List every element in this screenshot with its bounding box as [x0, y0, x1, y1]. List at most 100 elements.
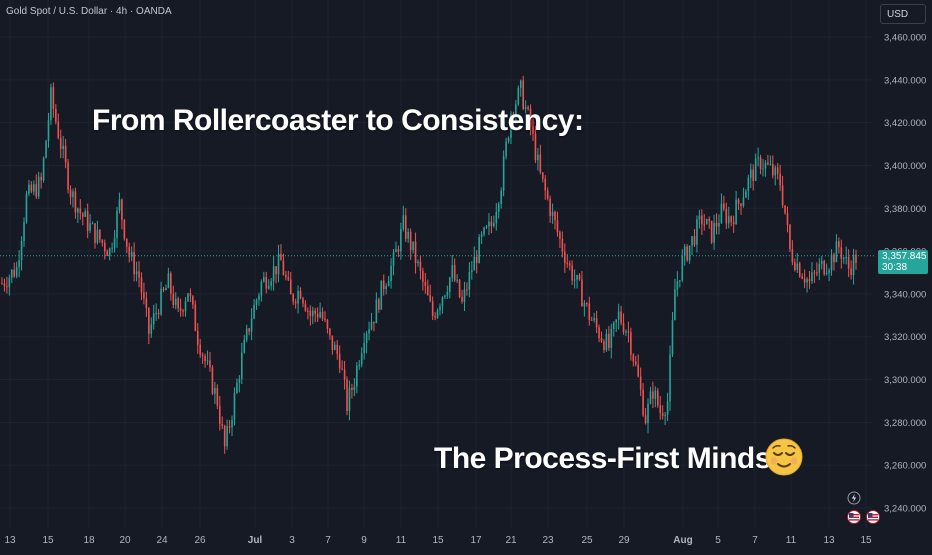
candle — [358, 359, 361, 370]
candle — [214, 381, 216, 405]
candle — [451, 255, 454, 282]
candle — [30, 181, 33, 194]
candle — [691, 235, 693, 256]
candle — [192, 295, 194, 309]
x-tick-label: 29 — [618, 535, 630, 546]
candle — [3, 278, 6, 292]
candle — [42, 156, 45, 183]
candle — [527, 105, 529, 111]
candle-countdown: 30:38 — [882, 262, 908, 273]
candle — [627, 321, 630, 343]
candle — [145, 291, 148, 317]
x-tick-label: 21 — [505, 535, 517, 546]
candle — [461, 289, 463, 304]
candle — [424, 272, 427, 294]
candle — [434, 312, 436, 321]
candle — [236, 378, 238, 395]
candle — [69, 185, 72, 205]
candle — [363, 332, 365, 360]
grid-lines — [0, 0, 872, 528]
y-tick-label: 3,380.000 — [884, 204, 926, 215]
candle — [453, 258, 456, 283]
candle — [519, 79, 522, 97]
x-tick-label: 23 — [542, 535, 554, 546]
candle — [456, 274, 458, 284]
candle — [779, 164, 781, 191]
candle — [637, 354, 640, 378]
candle — [285, 270, 287, 281]
candle — [656, 387, 659, 408]
candle — [769, 155, 772, 166]
candle — [380, 280, 383, 310]
candle — [855, 249, 857, 270]
currency-button[interactable]: USD — [880, 4, 926, 24]
candle — [431, 296, 434, 321]
candle — [346, 376, 348, 416]
candle — [551, 203, 554, 224]
candle — [233, 387, 236, 426]
candle — [772, 155, 774, 179]
candle — [289, 271, 292, 295]
candle — [172, 285, 175, 309]
candle — [608, 326, 610, 351]
candle — [81, 212, 84, 226]
candle — [749, 163, 752, 188]
candle — [258, 292, 260, 306]
candle — [390, 258, 392, 289]
y-tick-label: 3,300.000 — [884, 375, 926, 386]
candle — [6, 276, 8, 294]
candle — [654, 386, 657, 408]
candle — [101, 239, 104, 247]
y-tick-label: 3,420.000 — [884, 118, 926, 129]
candle — [267, 279, 270, 290]
candle — [37, 171, 40, 200]
candle — [622, 313, 625, 335]
x-tick-label: 11 — [786, 535, 797, 546]
candle — [365, 330, 368, 354]
candle — [701, 209, 703, 235]
candle — [605, 329, 608, 352]
candle — [309, 305, 312, 326]
candle — [495, 203, 498, 231]
candle — [794, 258, 796, 272]
candle — [116, 207, 118, 249]
x-tick-label: 13 — [4, 535, 16, 546]
candle — [238, 375, 241, 393]
candle — [852, 248, 855, 285]
candle — [52, 82, 55, 118]
y-tick-label: 3,280.000 — [884, 418, 926, 429]
us-flag-icon[interactable] — [866, 510, 880, 524]
candle — [111, 242, 113, 253]
candle — [226, 419, 228, 450]
x-tick-label: 25 — [581, 535, 593, 546]
candle — [710, 220, 713, 245]
candle — [554, 210, 556, 230]
candle — [745, 189, 747, 198]
candle — [275, 266, 277, 284]
candle — [507, 136, 510, 144]
candle — [228, 420, 231, 434]
candle — [630, 327, 632, 361]
candle — [77, 207, 79, 224]
candle — [669, 345, 671, 411]
candle — [649, 386, 652, 405]
candle — [59, 129, 62, 159]
candle — [86, 203, 89, 239]
candle — [177, 296, 179, 312]
candle — [632, 353, 635, 367]
candle — [581, 270, 583, 307]
candle — [133, 242, 135, 282]
candle — [784, 205, 786, 215]
candle — [329, 327, 331, 340]
x-tick-label: 11 — [396, 535, 407, 546]
candle — [429, 284, 432, 303]
candle — [791, 240, 794, 266]
candle — [184, 297, 187, 317]
candle — [493, 215, 495, 228]
us-flag-icon[interactable] — [847, 510, 861, 524]
lightning-icon[interactable] — [847, 491, 861, 505]
candle — [471, 261, 473, 280]
candle — [370, 312, 373, 331]
